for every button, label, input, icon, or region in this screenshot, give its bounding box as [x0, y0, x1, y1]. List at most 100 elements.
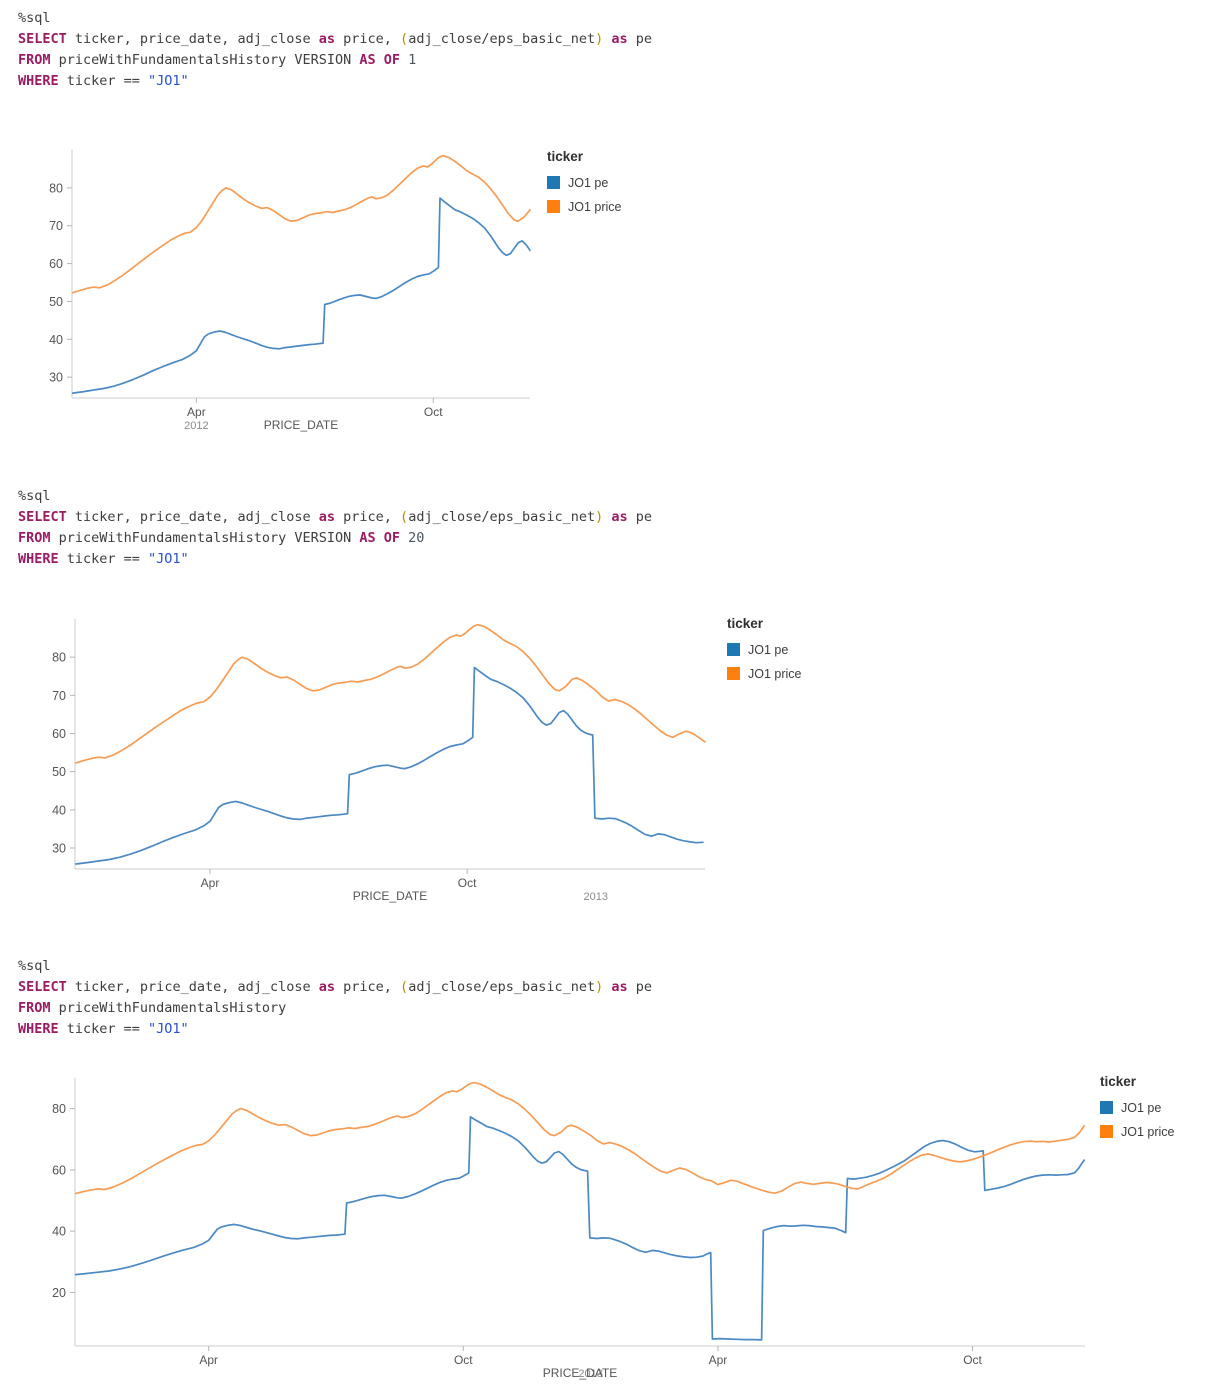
token-kw: FROM — [18, 52, 51, 68]
token-kw: FROM — [18, 530, 51, 546]
token-kw: WHERE — [18, 551, 59, 567]
legend-swatch-jo1-pe — [547, 176, 560, 189]
code-line: %sql — [18, 486, 652, 507]
code-line: WHERE ticker == "JO1" — [18, 1019, 652, 1040]
token-kw: SELECT — [18, 31, 67, 47]
token-plain: ticker, price_date, adj_close — [66, 31, 319, 47]
y-tick-label: 20 — [52, 1286, 66, 1300]
legend-label: JO1 price — [748, 667, 802, 681]
code-line: FROM priceWithFundamentalsHistory — [18, 998, 652, 1019]
token-kw: WHERE — [18, 1021, 59, 1037]
code-line: WHERE ticker == "JO1" — [18, 549, 652, 570]
sql-code-cell-2[interactable]: %sql SELECT ticker, price_date, adj_close… — [18, 486, 652, 570]
x-axis-title: PRICE_DATE — [353, 889, 427, 903]
token-plain: %sql — [18, 10, 51, 26]
x-year-label: 2012 — [184, 420, 208, 432]
code-line: SELECT ticker, price_date, adj_close as … — [18, 29, 652, 50]
token-kw: SELECT — [18, 979, 67, 995]
token-plain: %sql — [18, 958, 51, 974]
y-tick-label: 60 — [49, 257, 63, 271]
token-str: "JO1" — [148, 1021, 189, 1037]
token-plain: %sql — [18, 488, 51, 504]
x-year-label: 2013 — [583, 891, 607, 903]
token-plain: pe — [627, 509, 653, 525]
code-line: SELECT ticker, price_date, adj_close as … — [18, 507, 652, 528]
token-kw: as — [318, 509, 336, 525]
y-tick-label: 60 — [52, 727, 66, 741]
token-plain: price, — [335, 31, 401, 47]
x-axis-title: PRICE_DATE — [264, 418, 338, 432]
legend-swatch-jo1-pe — [727, 643, 740, 656]
legend-label: JO1 pe — [748, 643, 788, 657]
token-kw: SELECT — [18, 509, 67, 525]
token-str: "JO1" — [148, 551, 189, 567]
series-line-jo1-price — [71, 154, 531, 294]
y-tick-label: 40 — [52, 1225, 66, 1239]
x-tick-label: Apr — [709, 1353, 728, 1367]
code-line: FROM priceWithFundamentalsHistory VERSIO… — [18, 528, 652, 549]
token-kw: as — [611, 509, 628, 525]
token-paren: ) — [595, 509, 604, 525]
series-line-jo1-pe — [74, 1116, 1086, 1341]
token-plain: pe — [627, 979, 653, 995]
token-plain: priceWithFundamentalsHistory — [50, 1000, 287, 1016]
code-line: %sql — [18, 956, 652, 977]
token-plain: ticker, price_date, adj_close — [66, 509, 319, 525]
token-kw: FROM — [18, 1000, 51, 1016]
token-num: 1 — [408, 52, 417, 68]
token-plain: adj_close/eps_basic_net — [408, 979, 596, 995]
y-tick-label: 70 — [49, 219, 63, 233]
y-tick-label: 50 — [49, 295, 63, 309]
line-chart-2: 30 40 50 60 70 80 Apr Oct 2013 PRICE_DATE ticker JO… — [52, 616, 801, 903]
token-plain: ticker, price_date, adj_close — [66, 979, 319, 995]
x-tick-label: Oct — [454, 1353, 473, 1367]
token-kw: as — [611, 979, 628, 995]
y-tick-label: 50 — [52, 765, 66, 779]
legend-title: ticker — [727, 616, 764, 631]
series-line-jo1-pe — [71, 197, 531, 394]
token-str: "JO1" — [148, 73, 189, 89]
token-kw: WHERE — [18, 73, 59, 89]
legend-title: ticker — [547, 149, 584, 164]
token-plain: pe — [627, 31, 653, 47]
token-plain: ticker == — [58, 1021, 149, 1037]
code-line: WHERE ticker == "JO1" — [18, 71, 652, 92]
series-line-jo1-price — [75, 623, 706, 764]
token-plain: adj_close/eps_basic_net — [408, 509, 596, 525]
token-paren: ) — [595, 31, 604, 47]
token-plain: priceWithFundamentalsHistory VERSION — [50, 52, 360, 68]
token-kw: as — [318, 31, 336, 47]
x-tick-label: Apr — [187, 405, 206, 419]
sql-code-cell-3[interactable]: %sql SELECT ticker, price_date, adj_close… — [18, 956, 652, 1040]
token-paren: ) — [595, 979, 604, 995]
token-plain: ticker == — [58, 551, 149, 567]
token-plain: adj_close/eps_basic_net — [408, 31, 596, 47]
token-kw: as — [611, 31, 628, 47]
legend-swatch-jo1-price — [727, 667, 740, 680]
token-num: 20 — [408, 530, 425, 546]
code-line: %sql — [18, 8, 652, 29]
line-chart-3: 20 40 60 80 Apr Oct 2013 Apr Oct PRICE_DATE ticker… — [52, 1074, 1174, 1380]
y-tick-label: 80 — [52, 651, 66, 665]
y-tick-label: 30 — [52, 842, 66, 856]
token-paren: ( — [400, 509, 409, 525]
legend-label: JO1 price — [568, 200, 622, 214]
x-tick-label: Apr — [199, 1353, 218, 1367]
legend-swatch-jo1-pe — [1100, 1101, 1113, 1114]
token-plain: price, — [335, 509, 401, 525]
x-tick-label: Oct — [424, 405, 443, 419]
code-line: FROM priceWithFundamentalsHistory VERSIO… — [18, 50, 652, 71]
token-plain: ticker == — [58, 73, 149, 89]
x-year-label: 2013 — [578, 1368, 602, 1380]
x-axis-title: PRICE_DATE — [543, 1366, 617, 1380]
x-tick-label: Oct — [458, 876, 477, 890]
sql-code-cell-1[interactable]: %sql SELECT ticker, price_date, adj_close… — [18, 8, 652, 92]
y-tick-label: 80 — [52, 1102, 66, 1116]
legend-label: JO1 pe — [568, 176, 608, 190]
y-tick-label: 70 — [52, 689, 66, 703]
y-tick-label: 40 — [52, 803, 66, 817]
y-tick-label: 30 — [49, 371, 63, 385]
